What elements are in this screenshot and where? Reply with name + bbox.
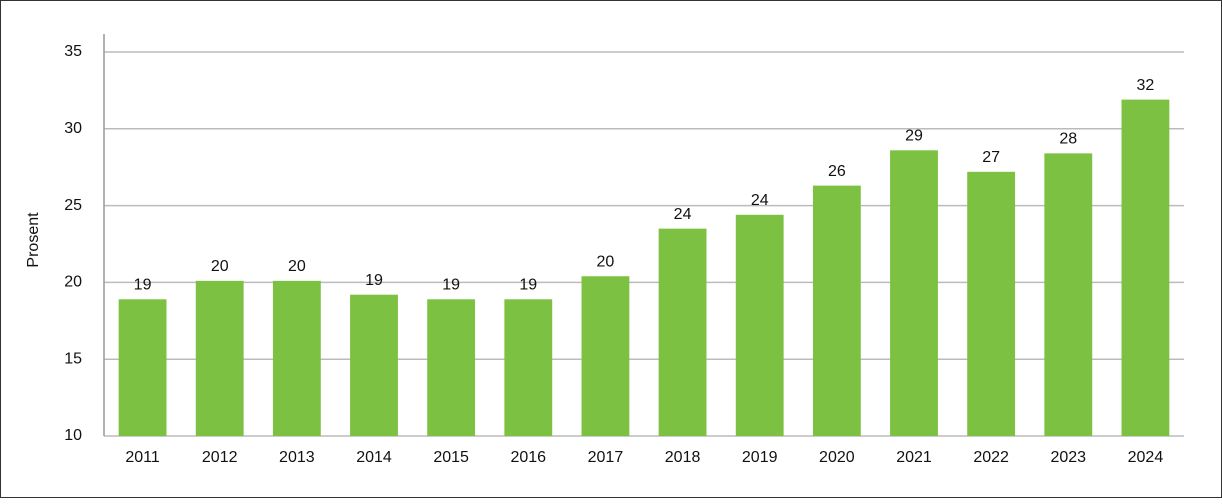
bar [967, 171, 1016, 437]
x-tick-label: 2024 [1128, 449, 1164, 466]
value-label: 28 [1059, 131, 1077, 148]
value-label: 32 [1137, 77, 1155, 94]
bar [1121, 99, 1170, 436]
y-tick-label: 30 [64, 120, 82, 137]
bar [195, 280, 244, 436]
value-label: 19 [519, 277, 537, 294]
x-tick-label: 2016 [510, 449, 546, 466]
x-tick-label: 2014 [356, 449, 392, 466]
value-label: 20 [288, 258, 306, 275]
x-tick-label: 2015 [433, 449, 469, 466]
value-label: 19 [365, 272, 383, 289]
value-label: 26 [828, 163, 846, 180]
bar [890, 150, 938, 436]
y-tick-label: 20 [64, 274, 82, 291]
x-tick-label: 2020 [819, 449, 855, 466]
value-label: 27 [982, 149, 1000, 166]
y-tick-label: 25 [64, 197, 82, 214]
value-label: 20 [597, 253, 615, 270]
value-label: 24 [674, 206, 692, 223]
y-tick-label: 10 [64, 427, 82, 444]
value-label: 24 [751, 192, 769, 209]
bar [272, 280, 321, 436]
bar [735, 214, 784, 436]
value-label: 19 [134, 277, 152, 294]
bar [427, 299, 476, 436]
x-tick-label: 2017 [588, 449, 624, 466]
bar [658, 228, 707, 436]
bar [118, 299, 167, 436]
bar [350, 294, 398, 436]
x-tick-label: 2023 [1050, 449, 1086, 466]
bar [1044, 153, 1093, 436]
x-tick-label: 2018 [665, 449, 701, 466]
bar [812, 185, 861, 436]
x-tick-label: 2021 [896, 449, 932, 466]
x-tick-label: 2013 [279, 449, 315, 466]
x-tick-label: 2022 [973, 449, 1009, 466]
y-tick-label: 35 [64, 43, 82, 60]
bar [581, 276, 630, 436]
x-tick-label: 2012 [202, 449, 238, 466]
value-label: 20 [211, 258, 229, 275]
x-tick-label: 2019 [742, 449, 778, 466]
value-label: 29 [905, 128, 923, 145]
x-tick-label: 2011 [125, 449, 160, 466]
y-tick-label: 15 [64, 350, 82, 367]
y-axis-label: Prosent [25, 212, 42, 268]
value-label: 19 [442, 277, 460, 294]
bar [504, 299, 553, 436]
